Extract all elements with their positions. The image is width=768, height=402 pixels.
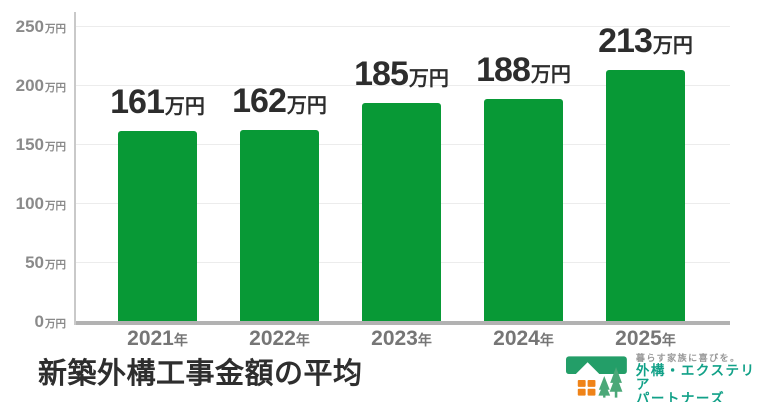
- y-tick-label: 150万円: [15, 135, 66, 154]
- bar-value-label: 161万円: [110, 83, 205, 121]
- brand-logo: 暮らす家族に喜びを。 外構・エクステリア パートナーズ: [566, 353, 768, 402]
- y-tick-label: 100万円: [15, 194, 66, 213]
- x-tick-label: 2023年: [371, 327, 432, 350]
- x-tick-label: 2024年: [493, 327, 554, 350]
- bar-2025: [606, 70, 685, 321]
- x-tick-label: 2025年: [615, 327, 676, 350]
- logo-tagline: 暮らす家族に喜びを。: [635, 353, 741, 363]
- bar-2022: [240, 130, 319, 321]
- chart-title: 新築外構工事金額の平均: [38, 358, 363, 390]
- bar-2024: [484, 99, 563, 321]
- gridline: [76, 26, 730, 27]
- x-tick-label: 2021年: [127, 327, 188, 350]
- y-tick-label: 200万円: [15, 76, 66, 95]
- bar-value-label: 213万円: [598, 22, 693, 60]
- bar-value-label: 162万円: [232, 82, 327, 120]
- house-trees-logo-icon: [566, 356, 627, 398]
- y-tick-label: 50万円: [25, 253, 66, 272]
- y-axis-line: [74, 12, 76, 325]
- x-axis-line: [76, 321, 730, 325]
- logo-text: 暮らす家族に喜びを。 外構・エクステリア パートナーズ: [636, 353, 768, 402]
- bar-2023: [362, 103, 441, 321]
- logo-brand-line1: 外構・エクステリア: [635, 363, 756, 392]
- y-tick-label: 250万円: [15, 17, 66, 36]
- y-tick-label: 0万円: [34, 312, 66, 331]
- logo-brand-line2: パートナーズ: [635, 391, 726, 402]
- bar-value-label: 188万円: [476, 51, 571, 89]
- bar-value-label: 185万円: [354, 55, 449, 93]
- x-tick-label: 2022年: [249, 327, 310, 350]
- gridline: [76, 85, 730, 86]
- bar-2021: [118, 131, 197, 321]
